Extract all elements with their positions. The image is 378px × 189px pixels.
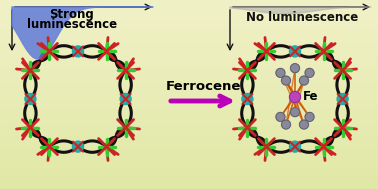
Circle shape xyxy=(282,76,291,85)
Circle shape xyxy=(299,76,308,85)
Circle shape xyxy=(25,94,36,105)
Text: Strong: Strong xyxy=(50,8,94,21)
Circle shape xyxy=(337,94,348,105)
Circle shape xyxy=(120,94,131,105)
Circle shape xyxy=(291,64,299,73)
Circle shape xyxy=(276,68,285,77)
Text: Fe: Fe xyxy=(303,91,319,104)
Circle shape xyxy=(73,141,84,152)
Polygon shape xyxy=(12,7,153,59)
Circle shape xyxy=(305,112,314,121)
Text: No luminescence: No luminescence xyxy=(246,11,358,24)
Text: luminescence: luminescence xyxy=(27,18,117,31)
Circle shape xyxy=(290,46,301,57)
Circle shape xyxy=(290,141,301,152)
Circle shape xyxy=(290,91,301,102)
Polygon shape xyxy=(230,7,371,14)
Circle shape xyxy=(291,108,299,117)
Text: Ferrocene: Ferrocene xyxy=(165,80,241,93)
Circle shape xyxy=(242,94,253,105)
Polygon shape xyxy=(12,7,153,59)
Circle shape xyxy=(282,120,291,129)
Circle shape xyxy=(299,120,308,129)
Circle shape xyxy=(276,112,285,121)
Circle shape xyxy=(305,68,314,77)
Circle shape xyxy=(73,46,84,57)
